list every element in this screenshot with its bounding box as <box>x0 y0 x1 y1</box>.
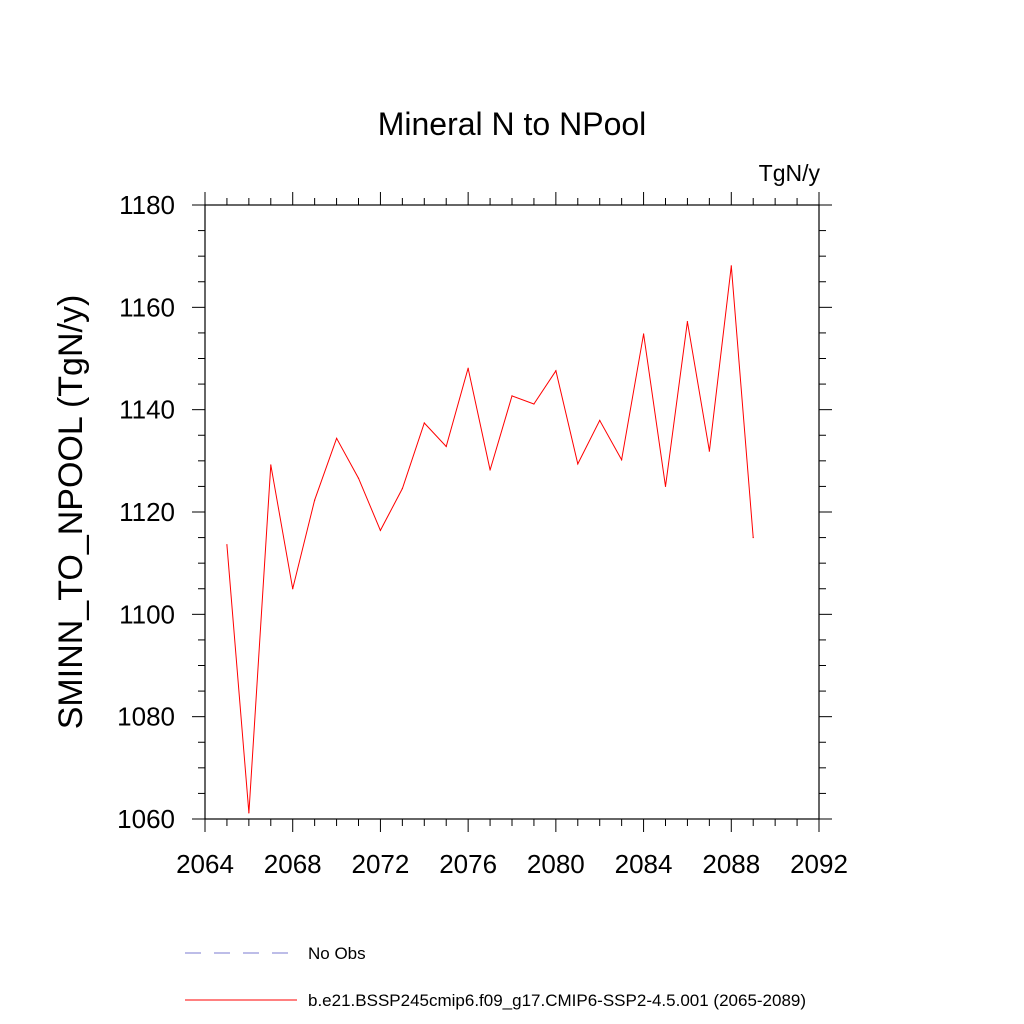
data-point <box>533 403 535 405</box>
data-point <box>292 588 294 590</box>
data-point <box>489 469 491 471</box>
units-label: TgN/y <box>759 160 821 186</box>
data-point <box>577 463 579 465</box>
x-tick-label: 2076 <box>439 849 497 879</box>
data-point <box>467 367 469 369</box>
y-axis-label: SMINN_TO_NPOOL (TgN/y) <box>52 295 90 730</box>
series-layer <box>226 265 754 814</box>
x-tick-label: 2092 <box>790 849 848 879</box>
data-point <box>445 445 447 448</box>
y-tick-label: 1080 <box>117 702 175 732</box>
legend-label-no-obs: No Obs <box>308 944 366 963</box>
data-point <box>664 485 667 488</box>
data-point <box>423 422 425 424</box>
data-point <box>686 321 689 323</box>
chart-title: Mineral N to NPool <box>378 106 647 142</box>
data-point <box>270 464 272 466</box>
x-tick-label: 2080 <box>527 849 585 879</box>
x-tick-label: 2072 <box>352 849 410 879</box>
data-point <box>642 333 645 335</box>
y-tick-label: 1180 <box>119 190 175 220</box>
data-point <box>752 536 754 539</box>
x-tick-label: 2084 <box>615 849 673 879</box>
x-tick-label: 2088 <box>702 849 760 879</box>
x-tick-label: 2068 <box>264 849 322 879</box>
data-point <box>708 450 710 452</box>
legend-label-series: b.e21.BSSP245cmip6.f09_g17.CMIP6-SSP2-4.… <box>308 991 806 1010</box>
data-point <box>314 499 316 501</box>
y-tick-labels: 1060 1080 1100 1120 1140 1160 1180 <box>117 190 175 834</box>
y-tick-label: 1140 <box>119 395 175 425</box>
axis-ticks <box>192 192 832 832</box>
y-tick-label: 1100 <box>119 599 175 629</box>
data-point <box>511 395 513 397</box>
data-point <box>357 477 360 479</box>
x-tick-labels: 2064 2068 2072 2076 2080 2084 2088 2092 <box>176 849 848 879</box>
data-point <box>401 487 403 490</box>
legend: No Obs b.e21.BSSP245cmip6.f09_g17.CMIP6-… <box>185 944 806 1010</box>
data-point <box>248 812 250 814</box>
x-tick-label: 2064 <box>176 849 234 879</box>
plot-frame <box>204 204 820 820</box>
y-tick-label: 1120 <box>119 497 175 527</box>
data-point <box>599 419 601 422</box>
data-point <box>226 544 228 546</box>
series-line <box>226 265 754 813</box>
y-tick-label: 1160 <box>119 292 175 322</box>
data-point <box>621 459 623 461</box>
data-point <box>379 529 382 532</box>
data-point <box>555 370 557 372</box>
data-point <box>335 437 338 439</box>
data-point <box>730 265 732 267</box>
y-tick-label: 1060 <box>117 804 175 834</box>
